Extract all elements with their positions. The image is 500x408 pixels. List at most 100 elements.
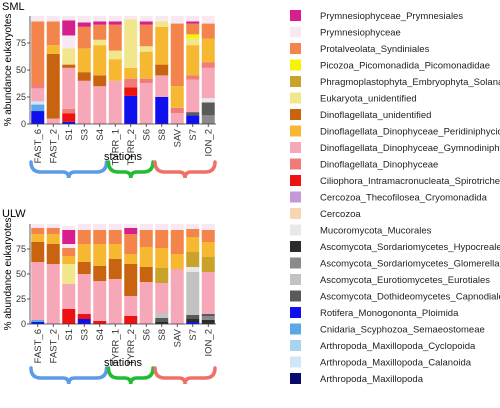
bar-segment	[124, 234, 138, 254]
bar-segment	[108, 50, 122, 60]
bar-segment	[62, 264, 76, 284]
bar-segment	[186, 34, 200, 39]
legend-swatch	[290, 92, 301, 104]
legend-label: Phragmoplastophyta_Embryophyta_Solanales	[320, 77, 500, 88]
y-tick-label: 75	[16, 244, 26, 254]
bar-segment	[62, 64, 76, 68]
bar-FAST_2	[46, 224, 60, 324]
bar-S3	[77, 16, 91, 124]
legend-item: Eukaryota_unidentified	[290, 92, 417, 105]
legend-item: Arthropoda_Maxillopoda_Calanoida	[290, 356, 472, 369]
bar-segment	[124, 228, 138, 234]
legend-label: Dinoflagellata_unidentified	[320, 110, 431, 121]
bar-segment	[77, 22, 91, 27]
legend-swatch	[290, 191, 301, 203]
bar-segment	[201, 316, 215, 320]
legend-item: Arthropoda_Maxillopoda	[290, 373, 424, 385]
bar-segment	[62, 230, 76, 244]
panel-title: ULW	[2, 208, 26, 220]
bar-segment	[93, 75, 107, 87]
bar-segment	[186, 267, 200, 272]
legend-label: Rotifera_Monogononta_Ploimida	[320, 308, 459, 319]
bar-segment	[155, 75, 169, 97]
bar-segment	[77, 26, 91, 49]
bar-segment	[108, 259, 122, 279]
legend-label: Eukaryota_unidentified	[320, 94, 417, 105]
legend-item: Cercozoa	[290, 208, 361, 220]
legend-label: Picozoa_Picomonadida_Picomonadidae	[320, 61, 490, 72]
legend-swatch	[290, 125, 301, 137]
x-tick-label: S7	[188, 329, 199, 341]
bar-segment	[201, 98, 215, 103]
x-tick-label: S4	[95, 129, 106, 141]
bar-segment	[108, 24, 122, 51]
bar-segment	[186, 112, 200, 116]
bar-segment	[77, 224, 91, 230]
bar-segment	[170, 107, 184, 114]
x-tick-label: TYRR_1	[110, 329, 121, 365]
bar-segment	[155, 230, 169, 248]
bar-segment	[155, 21, 169, 27]
bar-segment	[170, 86, 184, 108]
legend-swatch	[290, 158, 301, 170]
x-tick-label: SAV	[172, 328, 183, 347]
bar-segment	[62, 256, 76, 264]
bar-segment	[62, 113, 76, 122]
bar-segment	[201, 257, 215, 272]
legend-item: Dinoflagellata_Dinophyceae_Peridiniphyci…	[290, 125, 500, 138]
bar-segment	[201, 314, 215, 316]
bar-segment	[124, 19, 138, 68]
legend-item: Phragmoplastophyta_Embryophyta_Solanales	[290, 76, 500, 88]
legend-label: Protalveolata_Syndiniales	[320, 44, 430, 55]
bar-FAST_6	[31, 224, 45, 324]
bar-segment	[124, 254, 138, 264]
bar-segment	[46, 16, 60, 22]
bar-segment	[155, 318, 169, 322]
bar-segment	[201, 38, 215, 63]
x-tick-label: S7	[188, 129, 199, 141]
legend-swatch	[290, 307, 301, 318]
bar-segment	[31, 101, 45, 105]
bar-segment	[108, 16, 122, 22]
bar-segment	[186, 23, 200, 35]
legend-swatch	[290, 208, 301, 219]
bar-segment	[62, 244, 76, 248]
bar-segment	[46, 234, 60, 244]
bar-segment	[186, 272, 200, 315]
bar-segment	[139, 21, 153, 25]
bar-segment	[62, 48, 76, 65]
bar-segment	[139, 16, 153, 22]
bar-S6	[139, 16, 153, 124]
bar-segment	[139, 78, 153, 83]
bar-segment	[108, 59, 122, 81]
bar-segment	[93, 281, 107, 321]
bar-segment	[31, 111, 45, 124]
bar-segment	[31, 242, 45, 262]
y-tick-label: 50	[16, 65, 26, 75]
x-tick-label: TYRR_2	[126, 329, 137, 365]
bar-segment	[124, 224, 138, 228]
bar-segment	[186, 315, 200, 319]
bar-segment	[108, 244, 122, 259]
bar-segment	[170, 16, 184, 24]
bar-S3	[77, 224, 91, 324]
bar-segment	[124, 78, 138, 88]
bar-segment	[124, 316, 138, 324]
bar-segment	[31, 228, 45, 234]
bar-segment	[31, 234, 45, 242]
bar-segment	[155, 322, 169, 324]
legend-item: Ciliophora_Intramacronucleata_Spirotrich…	[290, 175, 500, 187]
panel-sml: SML% abundance eukaryotes 0 25 50 75 FAST_6 FA…	[2, 1, 217, 179]
bar-FAST_6	[31, 16, 45, 124]
y-tick-label: 50	[16, 269, 26, 279]
bar-S7	[186, 224, 200, 324]
bar-segment	[93, 230, 107, 244]
station-group-brace	[153, 366, 217, 385]
bar-S8	[155, 224, 169, 324]
bar-segment	[62, 108, 76, 114]
y-tick-label: 25	[16, 92, 26, 102]
legend-item: Ascomycota_Eurotiomycetes_Eurotiales	[290, 274, 490, 286]
bar-segment	[31, 322, 45, 324]
bar-segment	[46, 228, 60, 234]
